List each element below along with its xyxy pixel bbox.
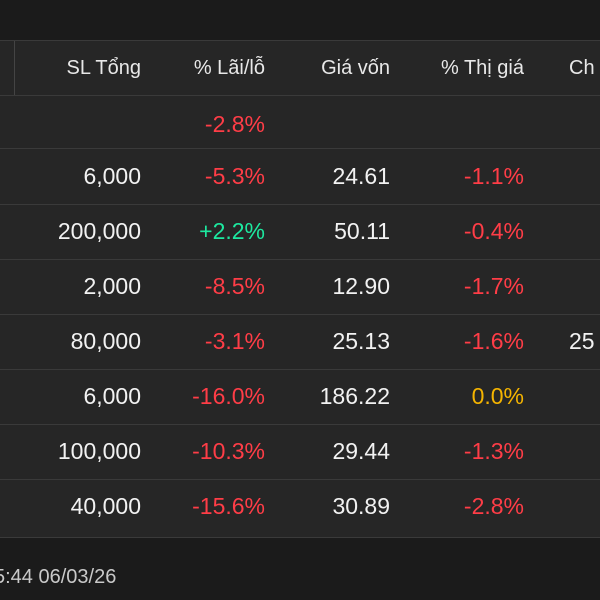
header-market-change[interactable]: % Thị giá (440, 57, 524, 79)
cell-market-change: -1.3% (463, 438, 524, 464)
cell-cost-price: 12.90 (332, 273, 390, 299)
cell-cost-price: 186.22 (319, 383, 390, 409)
cell-profit-loss: -3.1% (204, 328, 265, 354)
header-left-divider (0, 41, 15, 95)
last-updated-timestamp: 5:44 06/03/26 (0, 566, 117, 588)
cell-ch: 25 (569, 328, 595, 354)
cell-total-quantity: 6,000 (83, 383, 141, 409)
cell-total-quantity: 6,000 (83, 163, 141, 189)
table-row[interactable]: ! 6,000 -16.0% 186.22 0.0% (0, 369, 600, 425)
cell-cost-price: 30.89 (332, 493, 390, 519)
cell-profit-loss: +2.2% (199, 218, 265, 244)
cell-cost-price: 50.11 (334, 218, 390, 244)
table-row[interactable]: 6,000 -5.3% 24.61 -1.1% (0, 149, 600, 205)
cell-market-change: 0.0% (471, 383, 524, 409)
cell-total-quantity: 200,000 (57, 218, 141, 244)
cell-total-quantity: 2,000 (83, 273, 141, 299)
cell-market-change: -1.1% (463, 163, 524, 189)
header-total-quantity[interactable]: SL Tổng (66, 57, 141, 79)
table-row[interactable]: 40,000 -15.6% 30.89 -2.8% (0, 479, 600, 534)
cell-profit-loss: -8.5% (204, 273, 265, 299)
warning-icon: ! (0, 385, 2, 412)
total-row: -2.8% (0, 96, 600, 149)
cell-cost-price: 29.44 (332, 438, 390, 464)
header-profit-loss[interactable]: % Lãi/lỗ (193, 57, 265, 79)
cell-profit-loss: -5.3% (204, 163, 265, 189)
cell-profit-loss: -15.6% (192, 493, 265, 519)
table-row[interactable]: 200,000 +2.2% 50.11 -0.4% (0, 204, 600, 260)
cell-cost-price: 24.61 (332, 163, 390, 189)
cell-total-quantity: 100,000 (57, 438, 141, 464)
total-profit-loss: -2.8% (204, 111, 265, 137)
cell-market-change: -1.7% (463, 273, 524, 299)
header-ch[interactable]: Ch (569, 57, 595, 79)
cell-market-change: -2.8% (463, 493, 524, 519)
cell-profit-loss: -10.3% (192, 438, 265, 464)
table-row[interactable]: 80,000 -3.1% 25.13 -1.6% 25 (0, 314, 600, 370)
header-cost-price[interactable]: Giá vốn (321, 57, 390, 79)
cell-market-change: -0.4% (463, 218, 524, 244)
table-header: SL Tổng % Lãi/lỗ Giá vốn % Thị giá Ch (0, 41, 600, 96)
cell-total-quantity: 80,000 (70, 328, 141, 354)
table-row[interactable]: 100,000 -10.3% 29.44 -1.3% (0, 424, 600, 480)
cell-profit-loss: -16.0% (192, 383, 265, 409)
table-row[interactable]: 2,000 -8.5% 12.90 -1.7% (0, 259, 600, 315)
cell-total-quantity: 40,000 (70, 493, 141, 519)
holdings-table: SL Tổng % Lãi/lỗ Giá vốn % Thị giá Ch -2… (0, 40, 600, 538)
cell-market-change: -1.6% (463, 328, 524, 354)
cell-cost-price: 25.13 (332, 328, 390, 354)
